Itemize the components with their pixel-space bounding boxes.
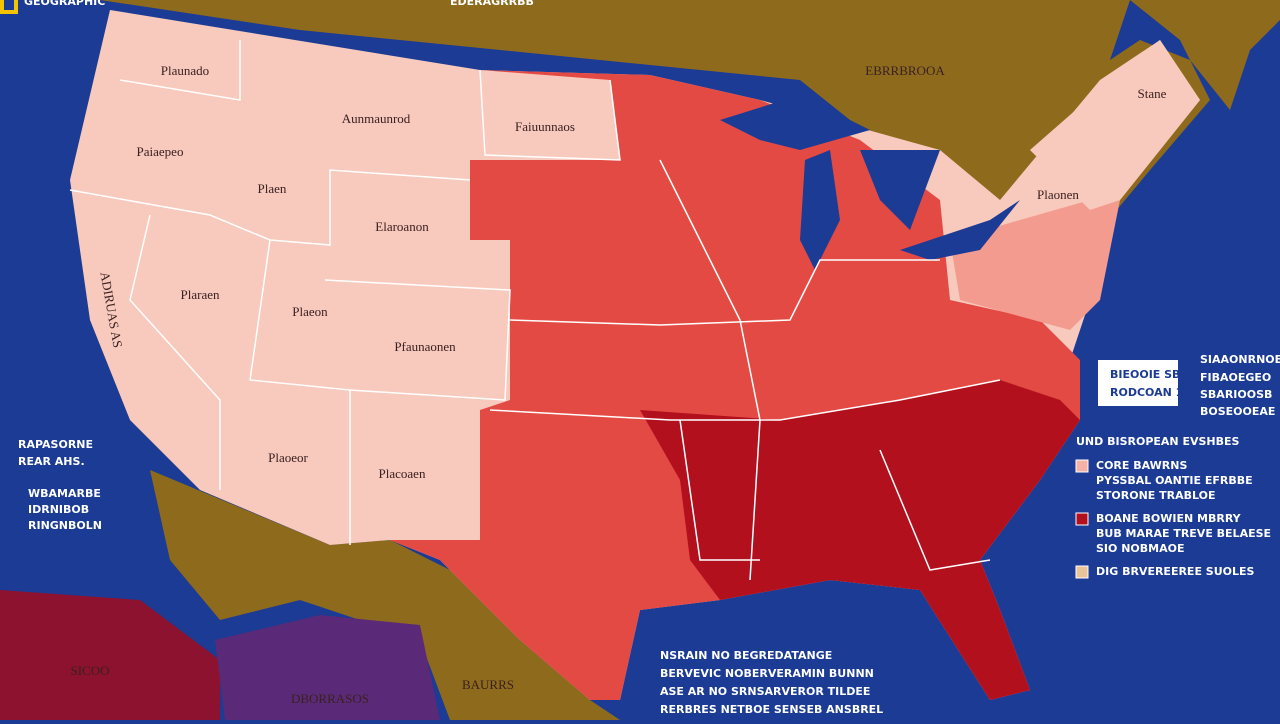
note: REAR AHS.: [18, 455, 85, 468]
us-newengland: [1030, 40, 1200, 210]
border: [324, 279, 511, 401]
border: [489, 379, 1001, 421]
state-label: Plaen: [258, 181, 287, 196]
legend: CORE BAWRNS PYSSBAL OANTIE EFRBBE STORONE …: [1075, 459, 1271, 579]
footer-text: ASE AR NO SRNSARVEROR TILDEE: [660, 685, 870, 698]
border: [129, 214, 221, 490]
note: RAPASORNE: [18, 438, 93, 451]
great-lakes: [860, 150, 940, 230]
note: WBAMARBE: [28, 487, 101, 500]
border: [879, 449, 991, 571]
border: [69, 169, 471, 246]
state-label: Aunmaunrod: [342, 111, 411, 126]
state-label: Placoaen: [379, 466, 426, 481]
region-label: SICOO: [70, 663, 109, 678]
state-label: Paiaepeo: [137, 144, 184, 159]
footer-text: NSRAIN NO BEGREDATANGE: [660, 649, 832, 662]
region-label: DBORRASOS: [291, 691, 369, 706]
legend-text: BOANE BOWIEN MBRRY: [1096, 512, 1242, 525]
us-southeast: [640, 380, 1080, 700]
note: BOSEOOEAE: [1200, 405, 1275, 418]
note: SIAAONRNOE: [1200, 353, 1280, 366]
footer-text: BERVEVIC NOBERVERAMIN BUNNN: [660, 667, 874, 680]
border: [659, 159, 761, 421]
note: BIEOOIE SB: [1110, 368, 1180, 381]
legend-text: DIG BRVEREEREE SUOLES: [1096, 565, 1255, 578]
region-label: BAURRS: [462, 677, 514, 692]
great-lakes: [800, 150, 840, 270]
border: [479, 69, 621, 161]
note-box: [1098, 360, 1178, 406]
alaska: [0, 590, 220, 720]
state-label: Pfaunaonen: [394, 339, 456, 354]
legend-swatch: [1075, 512, 1089, 526]
legend-text: SIO NOBMAOE: [1096, 542, 1184, 555]
state-label: Faiuunnaos: [515, 119, 575, 134]
great-lakes: [720, 95, 870, 150]
logo-frame: [0, 0, 18, 14]
border: [679, 419, 760, 561]
note: RINGNBOLN: [28, 519, 102, 532]
legend-text: CORE BAWRNS: [1096, 459, 1187, 472]
logo: GEOGRAPHIC: [24, 0, 105, 8]
border: [509, 259, 940, 326]
state-label: Plaeon: [292, 304, 328, 319]
border: [249, 239, 351, 545]
state-label: Elaroanon: [375, 219, 429, 234]
footer-text: RERBRES NETBOE SENSEB ANSBREL: [660, 703, 883, 716]
border: [119, 40, 241, 101]
legend-text: BUB MARAE TREVE BELAESE: [1096, 527, 1271, 540]
note: FIBAOEGEO: [1200, 371, 1271, 384]
header-text: EDERAGRRBB: [450, 0, 534, 8]
note: IDRNIBOB: [28, 503, 89, 516]
mexico-land: [150, 470, 620, 720]
legend-text: STORONE TRABLOE: [1096, 489, 1216, 502]
state-label: Plaoeor: [268, 450, 308, 465]
legend-swatch: [1075, 565, 1089, 579]
state-label: Plaonen: [1037, 187, 1079, 202]
legend-text: PYSSBAL OANTIE EFRBBE: [1096, 474, 1253, 487]
region-label: EBRRBROOA: [865, 63, 945, 78]
legend-title: UND BISROPEAN EVSHBES: [1076, 435, 1239, 448]
great-lakes: [900, 200, 1020, 260]
legend-swatch: [1075, 459, 1089, 473]
border: [749, 419, 761, 581]
state-label: Plaunado: [161, 63, 209, 78]
state-label: Stane: [1138, 86, 1167, 101]
note: SBARIOOSB: [1200, 388, 1272, 401]
note: RODCOAN 16: [1110, 386, 1191, 399]
hawaii-area: [215, 615, 440, 720]
state-label: Plaraen: [181, 287, 220, 302]
